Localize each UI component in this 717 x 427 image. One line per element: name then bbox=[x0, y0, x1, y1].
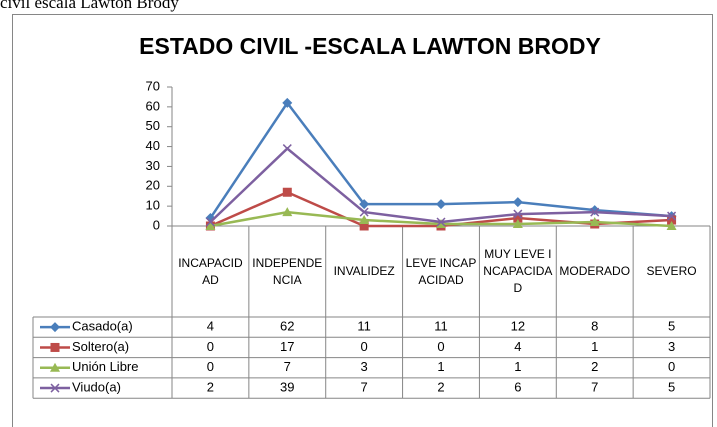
y-tick-label: 20 bbox=[146, 178, 160, 193]
x-tick-label: INDEPENDENCIA bbox=[252, 255, 323, 287]
table-value: 12 bbox=[511, 319, 525, 334]
x-tick-label: MUY LEVE INCAPACIDAD bbox=[483, 247, 553, 295]
legend-label: Casado(a) bbox=[72, 319, 133, 334]
table-value: 8 bbox=[591, 319, 598, 334]
table-value: 3 bbox=[361, 359, 368, 374]
table-value: 0 bbox=[207, 339, 214, 354]
table-value: 11 bbox=[357, 319, 371, 334]
marker bbox=[512, 197, 523, 208]
table-value: 1 bbox=[437, 359, 444, 374]
y-tick-label: 40 bbox=[146, 138, 160, 153]
chart-frame bbox=[12, 14, 713, 427]
marker bbox=[282, 207, 293, 217]
table-value: 17 bbox=[280, 339, 294, 354]
table-value: 5 bbox=[668, 319, 675, 334]
marker bbox=[205, 221, 216, 230]
table-value: 7 bbox=[591, 379, 598, 394]
marker bbox=[667, 215, 677, 225]
marker bbox=[589, 217, 600, 227]
table-value: 0 bbox=[437, 339, 444, 354]
table-value: 39 bbox=[280, 379, 294, 394]
table-value: 2 bbox=[207, 379, 214, 394]
table-value: 2 bbox=[437, 379, 444, 394]
marker bbox=[50, 322, 60, 333]
marker bbox=[589, 205, 600, 216]
y-tick-label: 50 bbox=[146, 118, 160, 133]
marker bbox=[436, 219, 446, 229]
y-tick-label: 10 bbox=[146, 198, 160, 213]
x-tick-label: SEVERO bbox=[646, 264, 697, 278]
marker bbox=[512, 219, 523, 229]
table-value: 2 bbox=[591, 359, 598, 374]
marker bbox=[666, 221, 677, 230]
x-tick-label: INVALIDEZ bbox=[333, 264, 395, 278]
table-value: 6 bbox=[514, 379, 521, 394]
table-value: 3 bbox=[668, 339, 675, 354]
legend-label: Soltero(a) bbox=[72, 339, 129, 354]
marker bbox=[436, 199, 446, 210]
table-value: 0 bbox=[361, 339, 368, 354]
x-tick-label: INCAPACIDAD bbox=[178, 255, 243, 287]
marker bbox=[667, 211, 677, 221]
marker bbox=[205, 217, 215, 227]
table-value: 1 bbox=[514, 359, 521, 374]
table-value: 7 bbox=[361, 379, 368, 394]
table-value: 11 bbox=[434, 319, 448, 334]
marker bbox=[513, 209, 523, 219]
table-value: 0 bbox=[668, 359, 675, 374]
marker bbox=[359, 215, 370, 225]
table-value: 1 bbox=[591, 339, 598, 354]
marker bbox=[513, 213, 523, 223]
marker bbox=[436, 217, 446, 227]
marker bbox=[590, 207, 600, 217]
marker bbox=[359, 221, 369, 231]
table-value: 4 bbox=[514, 339, 521, 354]
marker bbox=[282, 144, 292, 154]
legend-label: Viudo(a) bbox=[72, 379, 121, 394]
y-tick-label: 70 bbox=[146, 78, 160, 93]
marker bbox=[282, 97, 293, 108]
chart-title: ESTADO CIVIL -ESCALA LAWTON BRODY bbox=[139, 33, 601, 59]
y-tick-label: 0 bbox=[153, 217, 160, 232]
legend-label: Unión Libre bbox=[72, 359, 139, 374]
marker bbox=[50, 383, 60, 393]
table-value: 4 bbox=[207, 319, 214, 334]
marker bbox=[282, 187, 292, 197]
y-tick-label: 30 bbox=[146, 158, 160, 173]
caption: civil escala Lawton Brody bbox=[0, 0, 179, 12]
table-value: 5 bbox=[668, 379, 675, 394]
x-tick-label: MODERADO bbox=[559, 264, 631, 278]
marker bbox=[359, 207, 369, 217]
table-value: 0 bbox=[207, 359, 214, 374]
table-value: 7 bbox=[284, 359, 291, 374]
marker bbox=[50, 342, 60, 352]
x-tick-label: LEVE INCAPACIDAD bbox=[405, 255, 477, 287]
marker bbox=[359, 199, 370, 210]
y-tick-label: 60 bbox=[146, 98, 160, 113]
marker bbox=[50, 362, 60, 372]
table-value: 62 bbox=[280, 319, 294, 334]
